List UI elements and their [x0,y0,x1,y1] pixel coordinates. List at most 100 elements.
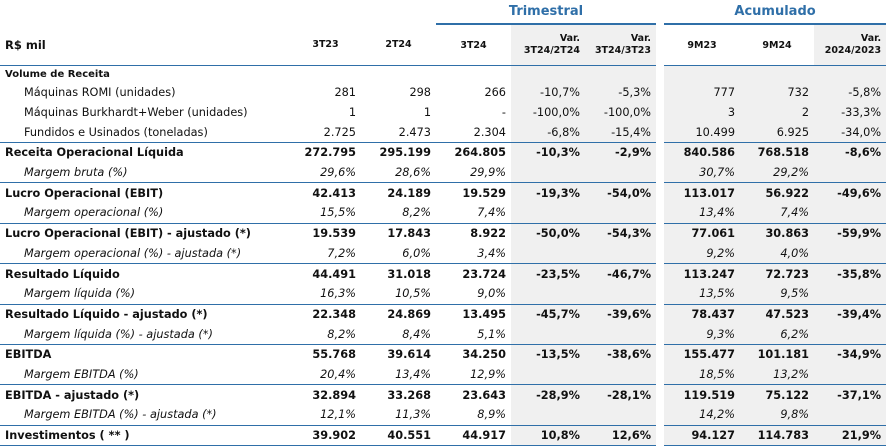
table-row: Margem EBITDA (%) 20,4% 13,4% 12,9% 18,5% 13,… [0,364,886,385]
cell-value: 13,4% [395,367,431,381]
cell-value: 75.122 [740,384,815,405]
cell-value: 4,0% [740,243,815,264]
row-label: Resultado Líquido [0,263,290,284]
cell-value: 281 [334,86,356,100]
cell-value: 10,5% [395,287,431,301]
cell-value: -28,9% [511,384,585,405]
row-label: Margem líquida (%) - ajustada (*) [24,327,213,341]
cell-value: 1 [423,106,431,120]
cell-value: 29,9% [470,166,506,180]
table-row: Receita Operacional Líquida 272.795 295.19… [0,142,886,163]
cell-value: 2.304 [473,125,506,139]
cell-value: 17.843 [361,222,436,244]
cell-value: 7,4% [740,203,815,224]
cell-value: 47.523 [740,303,815,325]
cell-value: -35,8% [814,263,886,284]
table-row: Margem operacional (%) 15,5% 8,2% 7,4% 13,4%… [0,203,886,224]
cell-value: 78.437 [664,303,741,325]
cell-value: 72.723 [740,263,815,284]
cell-value [511,162,585,183]
cell-value: -28,1% [585,384,657,405]
cell-value: 3 [664,102,741,123]
cell-value: -15,4% [585,122,657,143]
cell-value: 33.268 [361,384,436,405]
row-label: EBITDA - ajustado (*) [0,384,290,405]
cell-value: -19,3% [511,182,585,204]
row-label: Máquinas Burkhardt+Weber (unidades) [24,106,248,120]
cell-value: 5,1% [477,327,506,341]
cell-value: 295.199 [361,142,436,163]
col-header-9m23: 9M23 [687,39,717,51]
cell-value: 16,3% [320,287,356,301]
cell-value [585,405,657,426]
group-title-trimestral: Trimestral [436,0,657,25]
row-label: Fundidos e Usinados (toneladas) [24,125,208,139]
cell-value: 21,9% [814,424,886,446]
table-row: Máquinas ROMI (unidades) 281 298 266 -10,7% -… [0,83,886,103]
table-row: Resultado Líquido - ajustado (*) 22.348 24… [0,303,886,325]
row-label: Margem operacional (%) [24,206,164,220]
cell-value: 19.539 [290,222,361,244]
cell-value: 9,2% [664,243,741,264]
table-row: EBITDA 55.768 39.614 34.250 -13,5% -38,6% 155.… [0,343,886,365]
col-header-3t24: 3T24 [460,39,487,51]
cell-value: -54,0% [585,182,657,204]
cell-value: -100,0% [511,102,585,123]
cell-value: 7,4% [477,206,506,220]
table-row: Lucro Operacional (EBIT) - ajustado (*) 1… [0,222,886,244]
table-row: Lucro Operacional (EBIT) 42.413 24.189 19.5… [0,182,886,204]
cell-value: 23.643 [436,384,511,405]
group-header-row: Trimestral Acumulado [0,0,886,25]
cell-value: 44.917 [436,424,511,446]
cell-value: 7,2% [327,246,356,260]
cell-value: 13,5% [664,283,741,305]
cell-value [585,203,657,224]
cell-value: -37,1% [814,384,886,405]
cell-value: 18,5% [664,364,741,385]
cell-value: -39,6% [585,303,657,325]
cell-value: 20,4% [320,367,356,381]
cell-value: 264.805 [436,142,511,163]
cell-value: -13,5% [511,343,585,365]
cell-value [814,364,886,385]
cell-value: 15,5% [320,206,356,220]
cell-value: 8,4% [402,327,431,341]
cell-value: 44.491 [290,263,361,284]
table-row: Margem bruta (%) 29,6% 28,6% 29,9% 30,7% 29,2… [0,162,886,183]
cell-value [585,324,657,345]
cell-value: -54,3% [585,222,657,244]
cell-value: -39,4% [814,303,886,325]
cell-value: -59,9% [814,222,886,244]
cell-value: 40.551 [361,424,436,446]
cell-value: -33,3% [814,102,886,123]
cell-value: -10,7% [511,83,585,103]
cell-value: 22.348 [290,303,361,325]
cell-value: 55.768 [290,343,361,365]
cell-value: -46,7% [585,263,657,284]
cell-value: - [501,106,506,120]
cell-value: 777 [664,83,741,103]
cell-value: 155.477 [664,343,741,365]
row-label: Margem líquida (%) [24,287,136,301]
cell-value: 30.863 [740,222,815,244]
cell-value: 113.017 [664,182,741,204]
cell-value: 39.614 [361,343,436,365]
cell-value: 6,2% [740,324,815,345]
row-label: EBITDA [0,343,290,365]
table-row: Margem líquida (%) - ajustada (*) 8,2% 8,4… [0,324,886,345]
cell-value: 42.413 [290,182,361,204]
cell-value [814,203,886,224]
cell-value: 30,7% [664,162,741,183]
cell-value [585,162,657,183]
cell-value [814,162,886,183]
cell-value: 13.495 [436,303,511,325]
row-label: Investimentos ( ** ) [0,424,290,446]
cell-value: 2.473 [398,125,431,139]
cell-value: -100,0% [585,102,657,123]
cell-value [511,243,585,264]
col-header-2t24: 2T24 [385,39,412,50]
table-row: Fundidos e Usinados (toneladas) 2.725 2.47… [0,122,886,143]
row-label: Margem operacional (%) - ajustada (*) [24,246,242,260]
cell-value: 9,0% [477,287,506,301]
